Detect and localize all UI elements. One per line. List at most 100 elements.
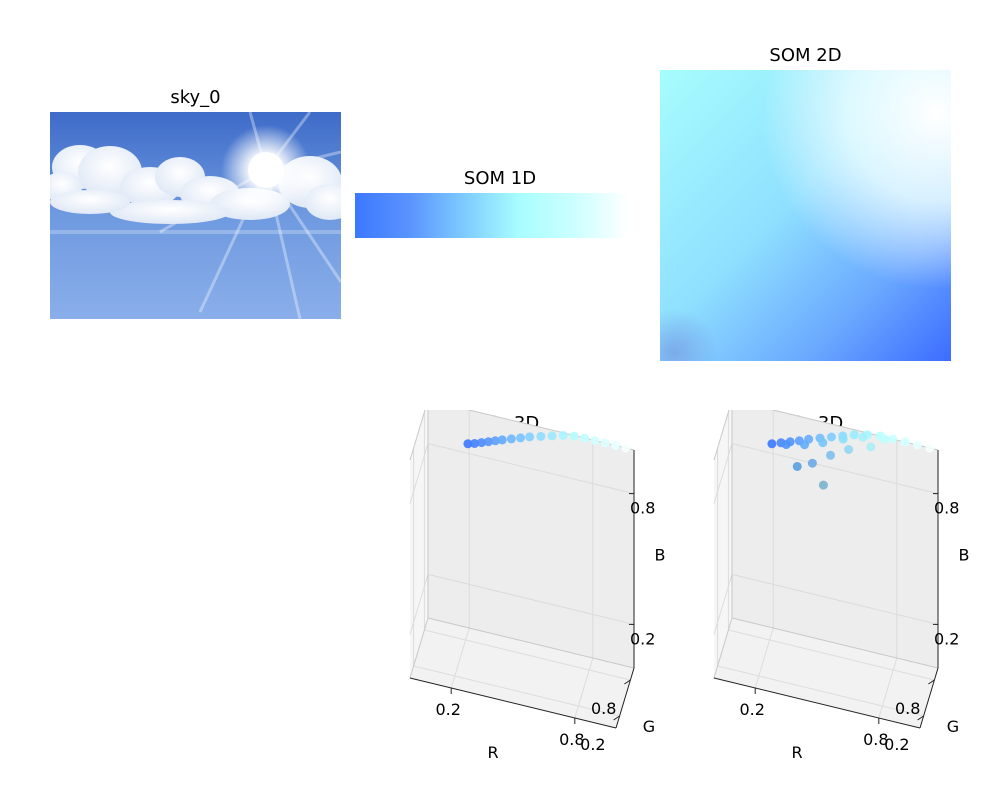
b-axis-label: B bbox=[655, 546, 666, 565]
data-point bbox=[925, 443, 935, 453]
g-axis-label: G bbox=[947, 717, 959, 736]
grid-line bbox=[574, 657, 594, 719]
data-point bbox=[600, 438, 610, 448]
data-point bbox=[506, 434, 516, 444]
som1d-title: SOM 1D bbox=[463, 168, 537, 189]
r-tick-label: 0.2 bbox=[435, 700, 460, 719]
data-point bbox=[558, 430, 568, 440]
r-tick-label: 0.2 bbox=[739, 700, 764, 719]
som2d-drawing bbox=[660, 70, 951, 361]
g-tick-label: 0.8 bbox=[895, 699, 920, 718]
data-point bbox=[858, 432, 868, 442]
b-tick-label: 0.2 bbox=[630, 629, 655, 648]
pane-edge bbox=[427, 617, 635, 669]
data-point bbox=[866, 442, 876, 452]
data-point bbox=[849, 430, 859, 440]
pane-edge bbox=[713, 410, 730, 461]
back-pane bbox=[428, 410, 634, 668]
r-axis-label: R bbox=[487, 743, 498, 762]
data-point bbox=[767, 439, 777, 449]
grid-line bbox=[731, 573, 939, 625]
data-point bbox=[590, 436, 600, 445]
data-point bbox=[490, 436, 500, 446]
data-point bbox=[477, 438, 487, 448]
data-point bbox=[818, 480, 828, 490]
pane-edge bbox=[409, 410, 426, 461]
data-point bbox=[879, 434, 889, 444]
data-point bbox=[470, 439, 480, 448]
grid-line bbox=[450, 627, 470, 689]
grid-line bbox=[713, 443, 733, 504]
data-point bbox=[525, 432, 535, 442]
grid-line bbox=[717, 665, 924, 717]
b-tick-label: 0.8 bbox=[934, 499, 959, 518]
grid-line bbox=[424, 629, 631, 681]
pane-edge bbox=[467, 410, 635, 451]
r-axis-line bbox=[409, 677, 617, 729]
r-tick-label: 0.8 bbox=[863, 730, 888, 749]
tick-mark bbox=[917, 715, 924, 721]
data-point bbox=[781, 440, 791, 450]
g-tick-label: 0.2 bbox=[884, 735, 909, 754]
data-point bbox=[826, 432, 836, 442]
r-axis-label: R bbox=[791, 743, 802, 762]
data-point bbox=[547, 431, 557, 441]
data-point bbox=[826, 450, 835, 460]
data-point bbox=[463, 439, 473, 449]
r-axis-line bbox=[713, 677, 921, 729]
data-point bbox=[838, 434, 848, 444]
g-tick-label: 0.8 bbox=[591, 699, 616, 718]
data-point bbox=[912, 440, 922, 450]
data-point bbox=[569, 431, 579, 441]
data-point bbox=[900, 437, 910, 447]
floor-pane bbox=[714, 618, 938, 728]
b-tick-label: 0.8 bbox=[630, 499, 655, 518]
som2d-title: SOM 2D bbox=[769, 45, 842, 66]
data-point bbox=[516, 433, 525, 443]
data-point bbox=[807, 458, 817, 468]
data-point bbox=[580, 433, 590, 443]
back-pane bbox=[732, 410, 938, 668]
data-point bbox=[483, 437, 493, 447]
grid-line bbox=[409, 443, 429, 504]
data-point bbox=[536, 431, 546, 441]
grid-line bbox=[754, 627, 774, 689]
tick-mark bbox=[613, 715, 620, 721]
floor-pane bbox=[410, 618, 634, 728]
data-point bbox=[610, 441, 620, 450]
data-point bbox=[888, 434, 898, 444]
data-point bbox=[800, 440, 810, 450]
grid-line bbox=[413, 665, 620, 717]
grid-line bbox=[728, 629, 935, 681]
photo-title: sky_0 bbox=[170, 87, 221, 108]
tick-mark bbox=[624, 679, 631, 685]
grid-line bbox=[427, 573, 635, 625]
data-point bbox=[621, 443, 631, 453]
data-point bbox=[818, 438, 828, 448]
data-point bbox=[497, 435, 507, 445]
r-tick-label: 0.8 bbox=[559, 730, 584, 749]
left-pane bbox=[410, 410, 428, 678]
tick-mark bbox=[928, 679, 935, 685]
grid-line bbox=[409, 574, 429, 635]
pane-edge bbox=[731, 617, 939, 669]
g-axis-label: G bbox=[643, 717, 655, 736]
grid-line bbox=[731, 443, 939, 495]
left-pane bbox=[714, 410, 732, 678]
b-tick-label: 0.2 bbox=[934, 629, 959, 648]
grid-line bbox=[878, 657, 898, 719]
sky-photo-drawing bbox=[50, 112, 341, 319]
g-axis-line bbox=[919, 667, 939, 729]
data-point bbox=[792, 461, 802, 471]
sky-photo bbox=[50, 112, 341, 319]
pane-edge bbox=[713, 617, 733, 679]
som1d-strip bbox=[355, 193, 628, 238]
pane-edge bbox=[409, 617, 429, 679]
g-tick-label: 0.2 bbox=[580, 735, 605, 754]
b-axis-label: B bbox=[959, 546, 970, 565]
grid-line bbox=[427, 443, 635, 495]
grid-line bbox=[713, 574, 733, 635]
som2d-map bbox=[660, 70, 951, 361]
